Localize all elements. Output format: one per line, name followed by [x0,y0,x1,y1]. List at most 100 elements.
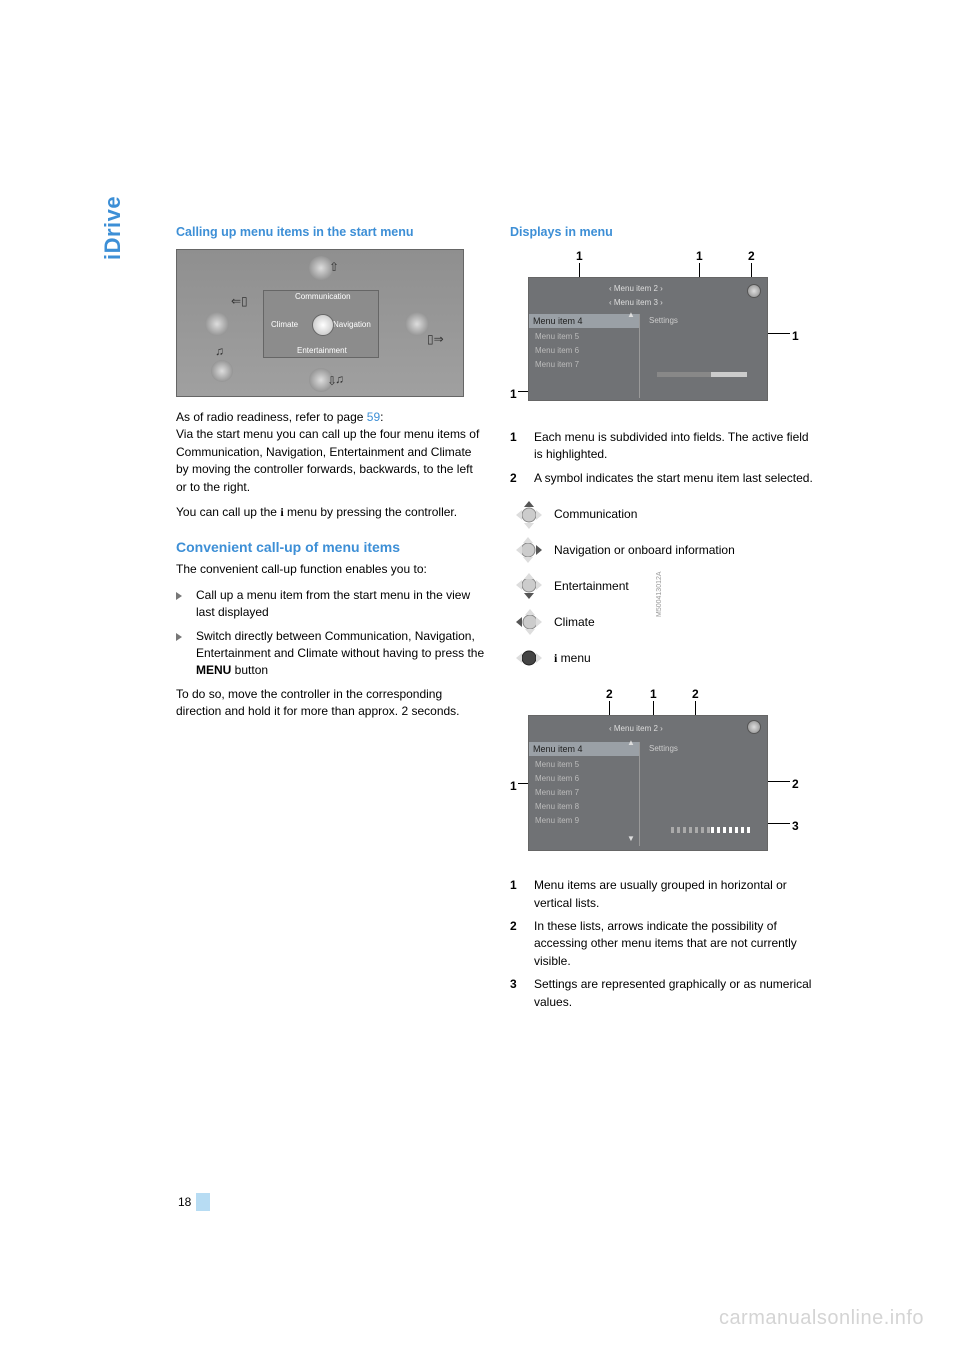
menu-item-text: Menu item 2 [614,284,658,293]
leader-num: 1 [576,249,583,263]
controller-left-icon [510,607,548,637]
list-item: 1Each menu is subdivided into fields. Th… [510,429,820,464]
arrow-up-icon: ▲ [627,310,635,319]
controller-up-icon [510,499,548,529]
leader-num: 2 [748,249,755,263]
numbered-list: 1 Menu items are usually grouped in horiz… [510,877,820,1011]
controller-symbol-icon [747,720,761,734]
legend-row: Navigation or onboard information [510,535,820,565]
page-number-highlight [196,1193,210,1211]
menu-item-text: Menu item 7 [535,360,579,369]
list-item: 2 In these lists, arrows indicate the pos… [510,918,820,970]
menu-item-text: Menu item 8 [535,802,579,811]
section-title: iDrive [100,196,126,260]
paragraph: To do so, move the controller in the cor… [176,686,486,721]
legend-label: Climate [554,615,595,629]
slider-bar-icon [657,372,747,377]
list-text: Menu items are usually grouped in horizo… [534,877,820,912]
right-column: Displays in menu 1 1 2 1 1 ‹ Menu item 2… [510,225,820,1017]
controller-center-icon [312,314,334,336]
list-item: 3 Settings are represented graphically or… [510,976,820,1011]
text: : [380,410,383,424]
knob-icon [405,312,429,336]
figure-menu-display-2: 2 1 2 2 3 1 ‹ Menu item 2 › Menu item 4 … [510,687,820,867]
bullet-list: Call up a menu item from the start menu … [176,587,486,680]
list-item: 2 A symbol indicates the start menu item … [510,470,820,487]
leader-num: 1 [510,779,517,793]
menu-item-text: Menu item 3 [614,298,658,307]
list-num: 2 [510,470,528,487]
list-num: 3 [510,976,528,993]
text: You can call up the [176,505,280,519]
controller-down-icon [510,571,548,601]
list-text: Each menu is subdivided into fields. The… [534,429,820,464]
arrow-down-icon: ⇩ [327,374,337,388]
leader-num: 1 [510,387,517,401]
menu-item-text: Menu item 5 [535,332,579,341]
leader-num: 1 [650,687,657,701]
slider-bar-icon [671,820,753,826]
controller-right-icon [510,535,548,565]
legend-label: Navigation or onboard information [554,543,735,557]
text: menu by pressing the controller. [284,505,457,519]
note-icon: ♫ [215,344,224,358]
arrow-up-icon: ▲ [627,738,635,747]
symbol-legend: Communication Navigation or onboard info… [510,499,820,673]
list-num: 2 [510,918,528,935]
arrow-left-icon: ⇐▯ [231,294,248,308]
page-ref-link[interactable]: 59 [367,410,380,424]
leader-num: 1 [696,249,703,263]
paragraph: You can call up the i menu by pressing t… [176,504,486,521]
menu-item-text: Menu item 9 [535,816,579,825]
legend-row: Climate [510,607,820,637]
leader-num: 2 [692,687,699,701]
list-text: Settings are represented graphically or … [534,976,820,1011]
heading-calling-up: Calling up menu items in the start menu [176,225,486,239]
leader-num: 2 [792,777,799,791]
list-text: In these lists, arrows indicate the poss… [534,918,820,970]
legend-label: i menu [554,651,591,666]
menu-item-text: Menu item 6 [535,774,579,783]
fig-label-navigation: Navigation [333,320,371,329]
heading-displays: Displays in menu [510,225,820,239]
list-text: Switch directly between Communication, N… [196,628,486,680]
watermark: carmanualsonline.info [719,1307,924,1330]
heading-convenient: Convenient call-up of menu items [176,539,486,555]
leader-num: 1 [792,329,799,343]
legend-label: Communication [554,507,637,521]
triangle-bullet-icon [176,592,182,600]
leader-num: 3 [792,819,799,833]
arrow-up-icon: ⇧ [329,260,339,274]
controller-symbol-icon [747,284,761,298]
figure-start-menu: Communication Climate Navigation Enterta… [176,249,464,397]
arrow-down-icon: ▼ [627,834,635,843]
legend-row: Communication [510,499,820,529]
menu-item-active: Menu item 4 [529,742,639,756]
arrow-right-icon: ▯⇒ [427,332,444,346]
list-item: Call up a menu item from the start menu … [176,587,486,622]
legend-row: Entertainment [510,571,820,601]
page-number: 18 [178,1195,191,1209]
knob-icon [211,360,233,382]
list-text: Call up a menu item from the start menu … [196,587,486,622]
fig-label-communication: Communication [295,292,351,301]
fig-label-climate: Climate [271,320,298,329]
menu-item-active: Menu item 4 [529,314,639,328]
legend-row: i menu [510,643,820,673]
settings-label: Settings [649,316,678,325]
list-text: A symbol indicates the start menu item l… [534,470,813,487]
list-num: 1 [510,877,528,894]
numbered-list: 1Each menu is subdivided into fields. Th… [510,429,820,487]
menu-item-text: Menu item 6 [535,346,579,355]
fig-label-entertainment: Entertainment [297,346,347,355]
left-column: Calling up menu items in the start menu … [176,225,486,728]
list-item: 1 Menu items are usually grouped in horiz… [510,877,820,912]
text: As of radio readiness, refer to page [176,410,367,424]
paragraph: As of radio readiness, refer to page 59:… [176,409,486,496]
menu-item-text: Menu item 7 [535,788,579,797]
leader-num: 2 [606,687,613,701]
legend-label: Entertainment [554,579,629,593]
controller-press-icon [510,643,548,673]
figure-menu-display-1: 1 1 2 1 1 ‹ Menu item 2 › ‹ Menu item 3 … [510,249,820,419]
text: Via the start menu you can call up the f… [176,427,479,493]
